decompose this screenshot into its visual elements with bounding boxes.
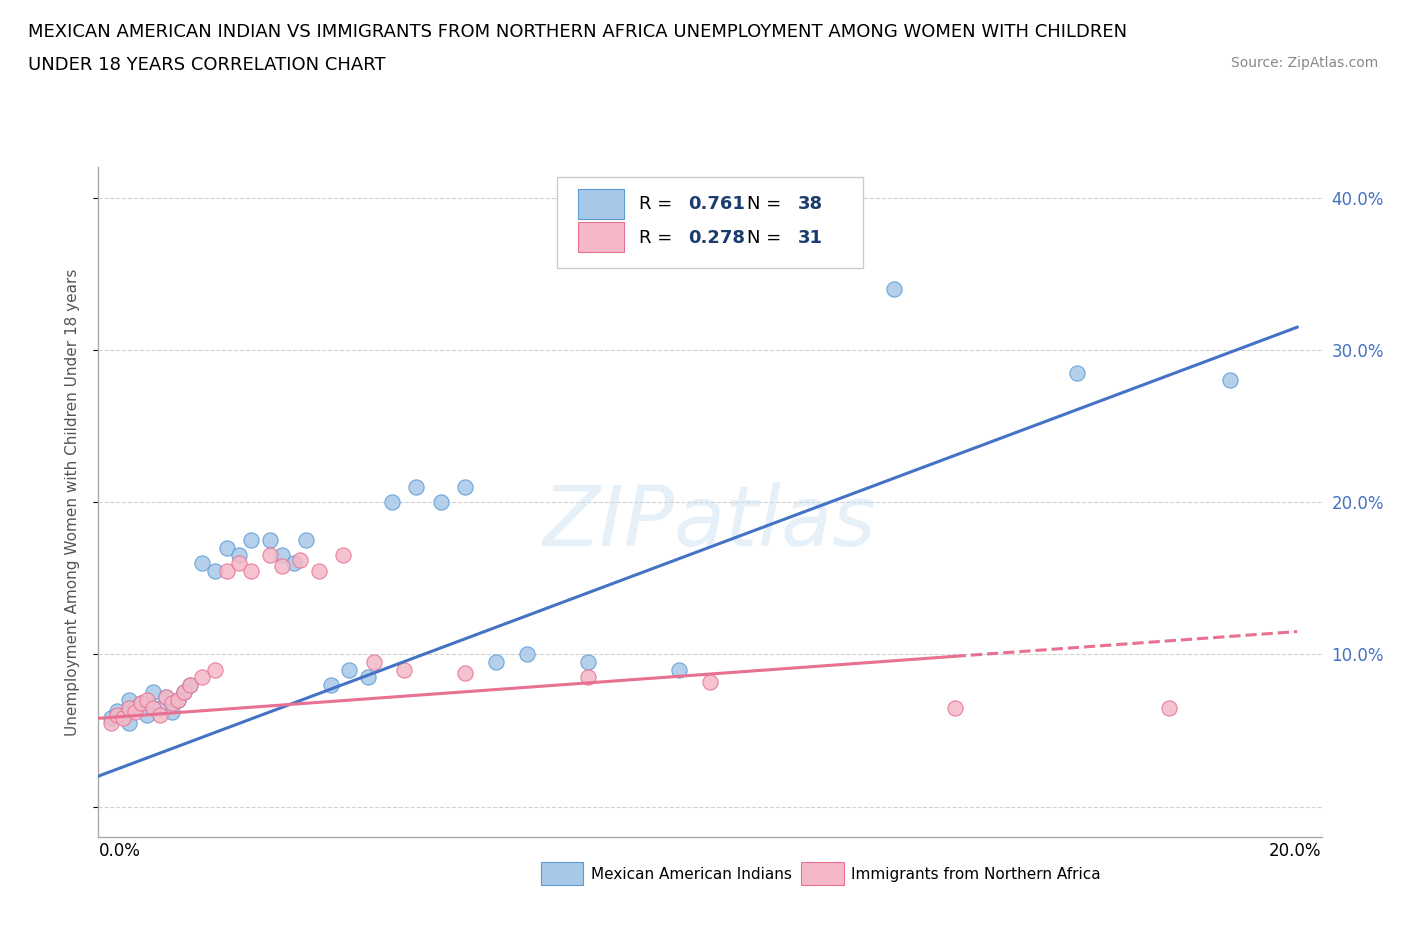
Point	[167, 693, 190, 708]
Point	[118, 693, 141, 708]
Point	[240, 564, 263, 578]
Text: 0.761: 0.761	[688, 195, 745, 213]
Point	[105, 708, 128, 723]
Text: Source: ZipAtlas.com: Source: ZipAtlas.com	[1230, 56, 1378, 70]
Point	[215, 564, 238, 578]
Text: UNDER 18 YEARS CORRELATION CHART: UNDER 18 YEARS CORRELATION CHART	[28, 56, 385, 73]
Text: 20.0%: 20.0%	[1270, 842, 1322, 859]
Point	[319, 677, 342, 692]
Point	[943, 700, 966, 715]
Text: N =: N =	[747, 195, 787, 213]
Point	[129, 696, 152, 711]
Text: R =: R =	[640, 195, 678, 213]
Point	[173, 685, 195, 700]
Point	[259, 533, 281, 548]
Point	[270, 548, 292, 563]
Point	[228, 548, 250, 563]
Point	[283, 555, 305, 570]
Point	[160, 705, 183, 720]
Text: ZIPatlas: ZIPatlas	[543, 482, 877, 563]
Point	[111, 711, 134, 725]
Point	[308, 564, 330, 578]
Point	[576, 655, 599, 670]
Point	[668, 662, 690, 677]
Text: N =: N =	[747, 229, 787, 246]
Y-axis label: Unemployment Among Women with Children Under 18 years: Unemployment Among Women with Children U…	[65, 269, 80, 736]
Point	[454, 480, 477, 495]
Point	[337, 662, 360, 677]
FancyBboxPatch shape	[578, 222, 624, 252]
Point	[290, 552, 312, 567]
FancyBboxPatch shape	[578, 189, 624, 219]
Point	[356, 670, 378, 684]
Point	[270, 559, 292, 574]
Text: 31: 31	[799, 229, 823, 246]
Point	[381, 495, 404, 510]
Point	[1066, 365, 1088, 380]
Point	[576, 670, 599, 684]
Point	[1219, 373, 1241, 388]
Point	[454, 665, 477, 680]
Point	[118, 700, 141, 715]
Point	[105, 703, 128, 718]
Point	[124, 700, 146, 715]
Text: 0.278: 0.278	[688, 229, 745, 246]
Point	[124, 705, 146, 720]
Point	[363, 655, 385, 670]
Point	[392, 662, 416, 677]
Point	[160, 696, 183, 711]
Point	[204, 662, 226, 677]
Point	[149, 700, 172, 715]
Point	[332, 548, 354, 563]
Point	[1157, 700, 1180, 715]
Point	[240, 533, 263, 548]
Point	[259, 548, 281, 563]
Point	[142, 685, 165, 700]
Text: 38: 38	[799, 195, 824, 213]
Point	[129, 696, 152, 711]
Point	[142, 700, 165, 715]
Text: Immigrants from Northern Africa: Immigrants from Northern Africa	[851, 867, 1101, 882]
Point	[179, 677, 201, 692]
Point	[516, 647, 538, 662]
Point	[111, 708, 134, 723]
Point	[100, 711, 122, 725]
Point	[405, 480, 427, 495]
Point	[155, 689, 177, 704]
Point	[118, 715, 141, 730]
Point	[173, 685, 195, 700]
Point	[136, 693, 159, 708]
Point	[167, 693, 190, 708]
Point	[100, 715, 122, 730]
Text: Mexican American Indians: Mexican American Indians	[591, 867, 792, 882]
Point	[191, 670, 214, 684]
Point	[149, 708, 172, 723]
Point	[191, 555, 214, 570]
Point	[485, 655, 508, 670]
FancyBboxPatch shape	[557, 178, 863, 268]
Point	[228, 555, 250, 570]
Point	[883, 282, 905, 297]
Point	[204, 564, 226, 578]
Point	[179, 677, 201, 692]
Point	[136, 708, 159, 723]
Text: MEXICAN AMERICAN INDIAN VS IMMIGRANTS FROM NORTHERN AFRICA UNEMPLOYMENT AMONG WO: MEXICAN AMERICAN INDIAN VS IMMIGRANTS FR…	[28, 23, 1128, 41]
Text: R =: R =	[640, 229, 678, 246]
Point	[155, 689, 177, 704]
Text: 0.0%: 0.0%	[98, 842, 141, 859]
Point	[295, 533, 318, 548]
Point	[430, 495, 453, 510]
Point	[215, 540, 238, 555]
Point	[699, 674, 721, 689]
